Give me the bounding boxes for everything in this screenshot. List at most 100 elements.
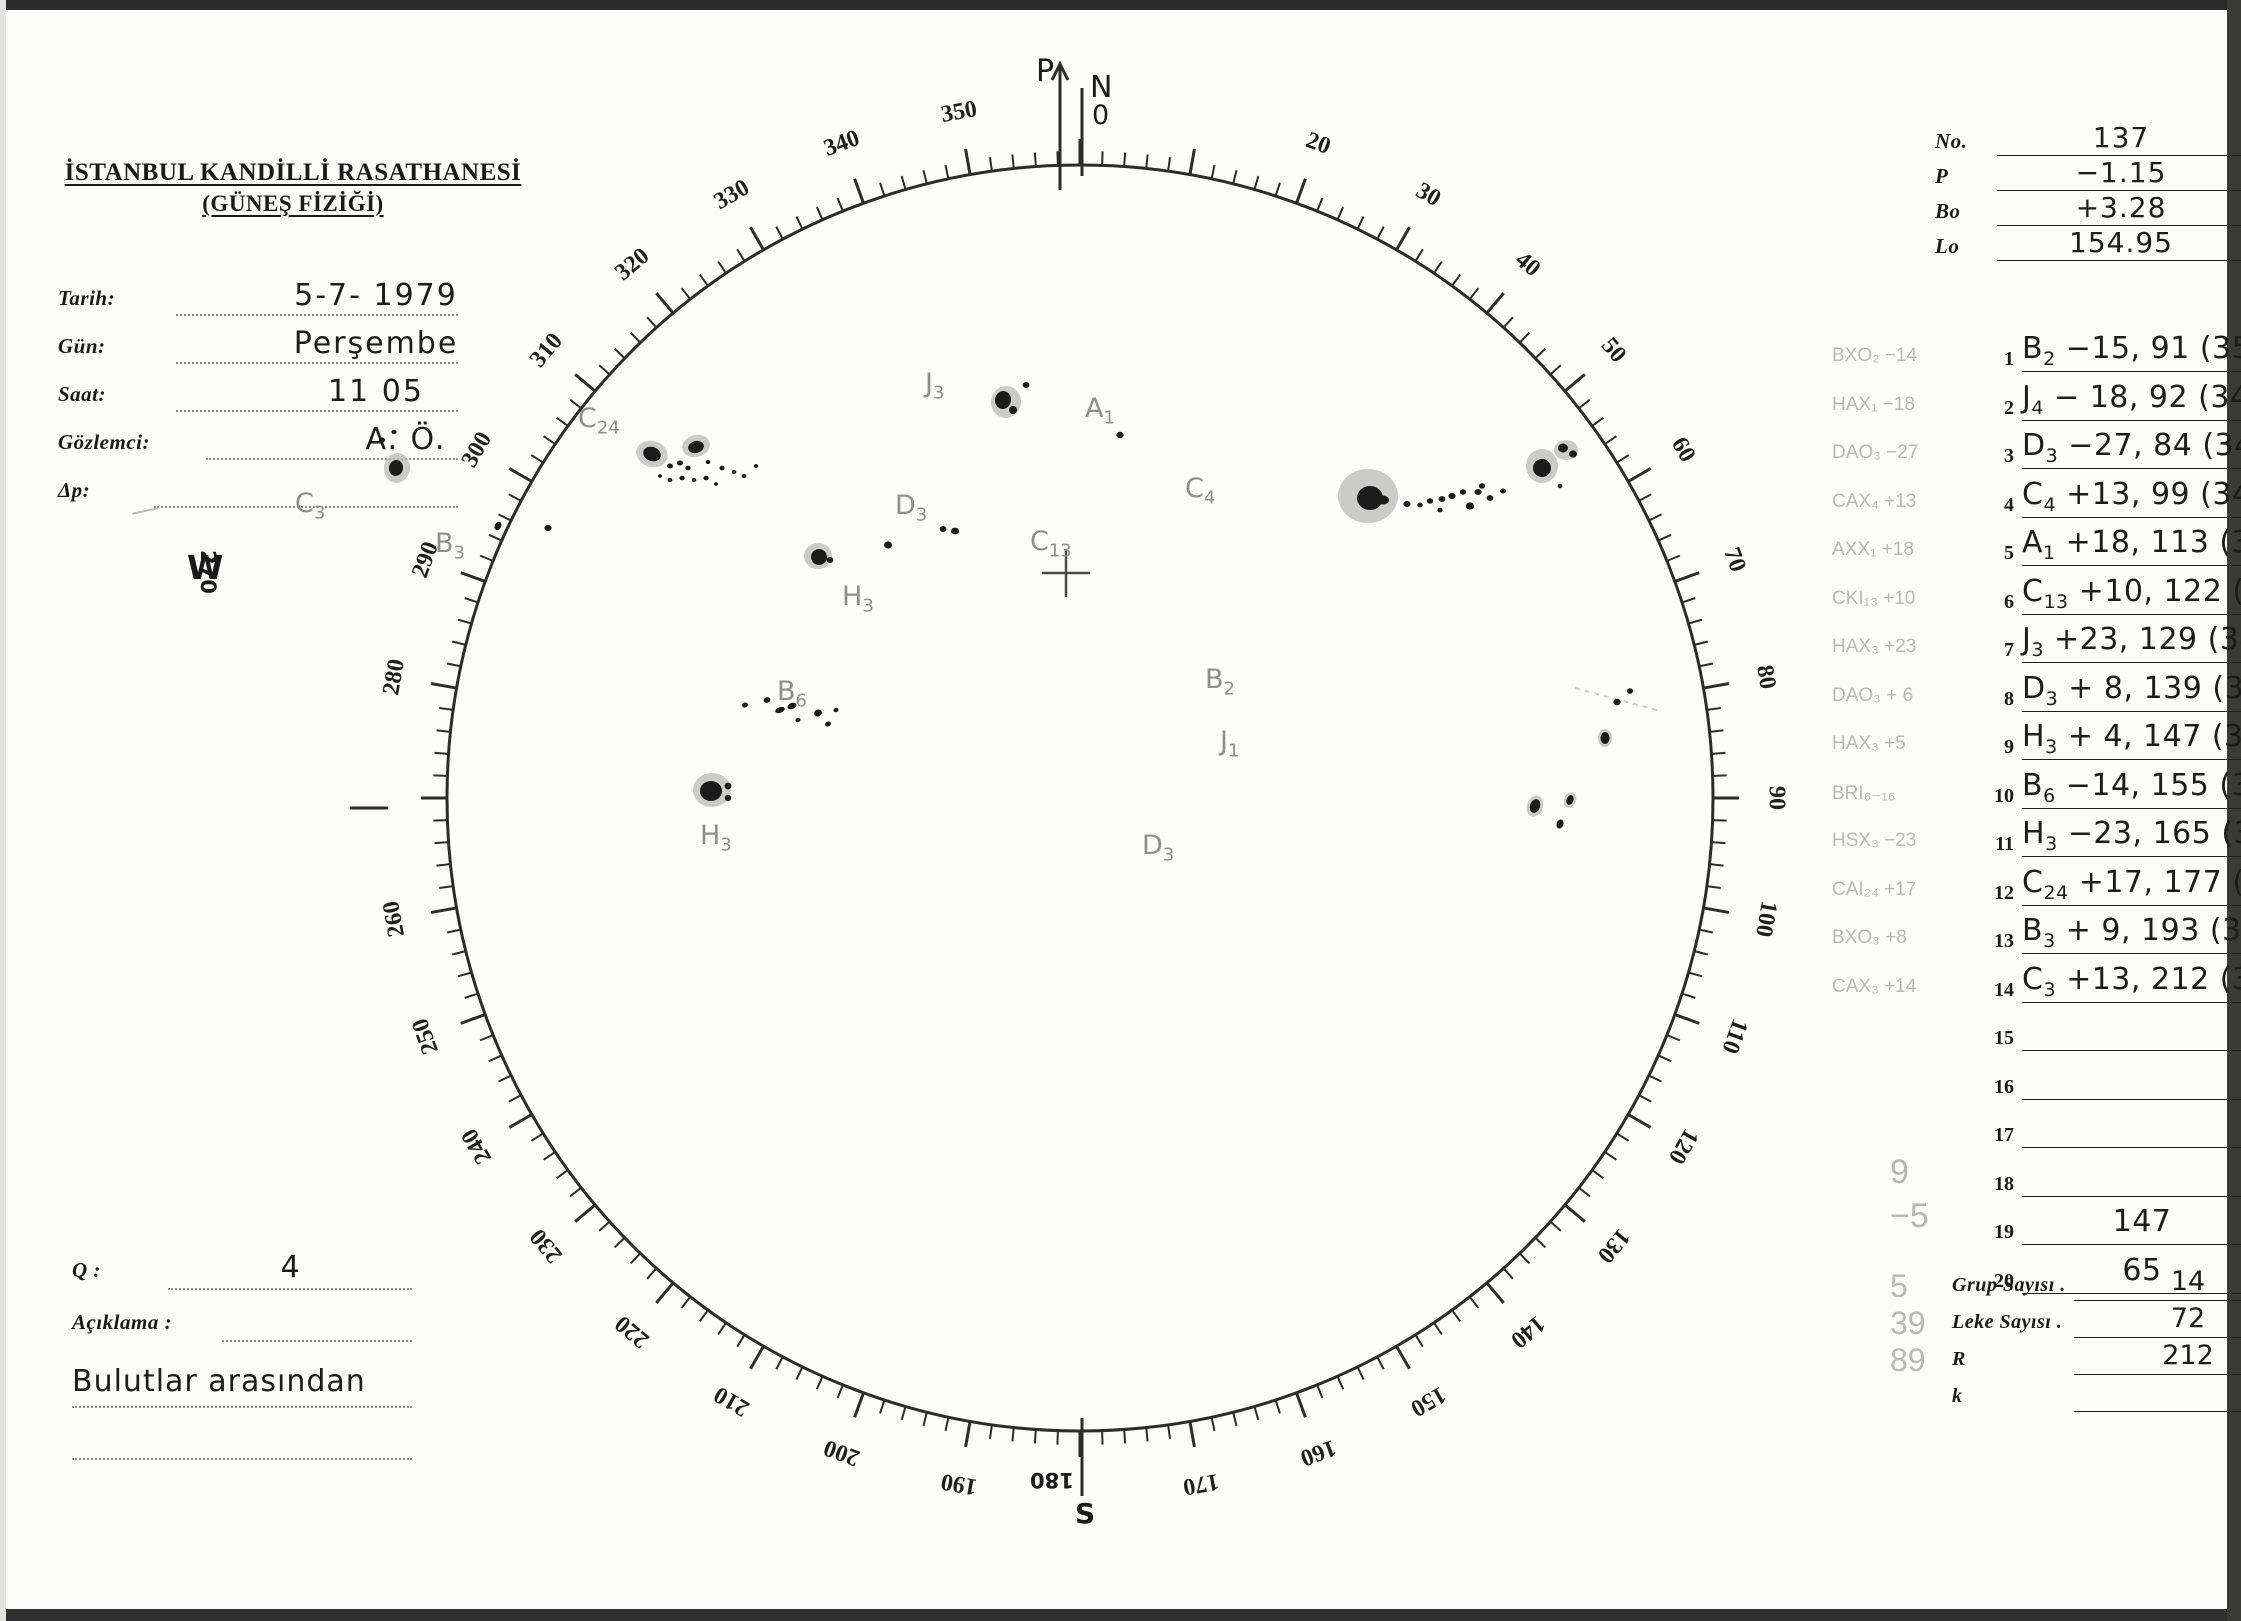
group-measurement[interactable]: C3 +13, 212 (324) <box>2022 961 2241 1001</box>
group-row-number: 19 <box>1994 1221 2014 1243</box>
group-row[interactable]: 15 <box>1832 1014 2241 1063</box>
group-row-line <box>2022 1195 2241 1197</box>
limb-tick <box>698 273 709 287</box>
sunspot-umbra <box>753 464 759 468</box>
group-row-line <box>2022 565 2241 566</box>
aciklama-value[interactable]: Bulutlar arasından <box>72 1364 366 1399</box>
summary-row[interactable]: 89 R 212 <box>1890 1340 2241 1381</box>
group-measurement[interactable]: D3 −27, 84 (348) <box>2022 428 2241 467</box>
group-row[interactable]: HSX₃ −23 11 H3 −23, 165 (331) <box>1832 816 2241 869</box>
group-measurement[interactable]: C24 +17, 177 (332) <box>2022 864 2241 904</box>
group-row[interactable]: CAX₄ +13 4 C4 +13, 99 (343) <box>1832 477 2241 530</box>
group-measurement[interactable]: J3 +23, 129 (341) <box>2022 622 2241 661</box>
gun-value[interactable]: Perşembe <box>293 326 459 361</box>
limb-tick <box>613 347 626 360</box>
limb-tick <box>1709 729 1724 733</box>
group-measurement[interactable]: B3 + 9, 193 (346) <box>2022 913 2241 952</box>
group-row[interactable]: 20 65 <box>1832 1253 2241 1306</box>
group-row[interactable]: HAX₃ +5 9 H3 + 4, 147 (338) <box>1832 719 2241 772</box>
summary-value[interactable]: 14 <box>2170 1266 2206 1297</box>
group-label-d3: D3 <box>895 490 928 526</box>
group-measurement[interactable]: B2 −15, 91 (350) <box>2022 331 2241 370</box>
limb-tick <box>944 1416 950 1432</box>
summary-row[interactable]: 39 Leke Sayısı . 72 <box>1890 1303 2241 1344</box>
group-measurement[interactable]: C13 +10, 122 (340) <box>2022 573 2241 613</box>
bo-fieldline <box>1997 225 2241 226</box>
group-row[interactable]: CAI₂₄ +17 12 C24 +17, 177 (332) <box>1832 865 2241 918</box>
group-row[interactable]: BXO₂ −14 1 B2 −15, 91 (350) <box>1832 331 2241 384</box>
gozlemci-value[interactable]: A. Ö. <box>365 422 447 457</box>
summary-value[interactable]: 72 <box>2170 1303 2206 1334</box>
limb-tick <box>655 1281 675 1304</box>
limb-tick <box>434 751 449 755</box>
group-measurement[interactable]: A1 +18, 113 (351) <box>2022 525 2241 564</box>
gozlemci-fieldline <box>206 458 458 460</box>
scan-edge-right <box>2227 0 2241 1621</box>
limb-tick <box>879 182 886 197</box>
no-value[interactable]: 137 <box>2092 121 2150 154</box>
group-measurement[interactable]: C4 +13, 99 (343) <box>2022 476 2241 516</box>
group-row-number: 15 <box>1994 1027 2014 1049</box>
group-measurement[interactable]: D3 + 8, 139 (344) <box>2022 670 2241 710</box>
group-row[interactable]: CAX₃ +14 14 C3 +13, 212 (324) <box>1832 962 2241 1015</box>
group-row[interactable]: BXO₃ +8 13 B3 + 9, 193 (346) <box>1832 913 2241 966</box>
aciklama-underline-2 <box>72 1458 412 1460</box>
group-row[interactable]: 19 147 <box>1832 1204 2241 1257</box>
limb-tick <box>1167 157 1172 172</box>
group-row-line <box>2022 856 2241 857</box>
q-value[interactable]: 4 <box>280 1250 300 1285</box>
group-row[interactable]: AXX₁ +18 5 A1 +18, 113 (351) <box>1832 525 2241 578</box>
group-row-number: 5 <box>2004 542 2014 564</box>
limb-tick <box>964 148 972 175</box>
limb-tick <box>479 554 494 562</box>
tarih-value[interactable]: 5-7- 1979 <box>294 278 458 313</box>
observation-form: Tarih: 5-7- 1979 Gün: Perşembe Saat: 11 … <box>58 278 458 518</box>
limb-tick <box>1316 197 1324 212</box>
group-measurement[interactable]: J4 − 18, 92 (347) <box>2022 379 2241 419</box>
group-row[interactable]: DAO₃ −27 3 D3 −27, 84 (348) <box>1832 428 2241 481</box>
limb-tick <box>1123 1429 1127 1444</box>
limb-degree-label: 100 <box>1750 899 1782 939</box>
limb-tick <box>655 292 675 315</box>
group-measurement[interactable]: H3 + 4, 147 (338) <box>2022 719 2241 758</box>
group-row-line <box>2022 371 2241 372</box>
solar-disk-drawing: 20 30 40 50 60 70 80 90 100 110 120 130 140 150 160 170… <box>187 48 1830 1548</box>
limb-tick <box>508 467 533 483</box>
group-measurement[interactable]: 147 <box>2112 1204 2172 1239</box>
bo-value[interactable]: +3.28 <box>2075 191 2167 224</box>
sunspot-umbra <box>951 527 959 535</box>
group-row[interactable]: HAX₁ −18 2 J4 − 18, 92 (347) <box>1832 380 2241 433</box>
group-row-line <box>2022 953 2241 954</box>
group-measurement[interactable]: B6 −14, 155 (342) <box>2022 767 2241 807</box>
sunspot-umbra <box>1448 492 1456 500</box>
limb-tick <box>1395 226 1411 251</box>
summary-row[interactable]: k <box>1952 1381 2241 1418</box>
limb-tick <box>1336 206 1345 221</box>
south-marker-label: S <box>1075 1497 1096 1530</box>
pencil-note-19: 9 <box>1890 1153 1909 1191</box>
lo-value[interactable]: 154.95 <box>2069 226 2173 259</box>
sunspot-umbra <box>667 463 673 469</box>
group-row[interactable]: CKI₁₃ +10 6 C13 +10, 122 (340) <box>1832 574 2241 627</box>
sunspot-umbra <box>787 702 797 710</box>
group-row[interactable]: 16 <box>1832 1063 2241 1112</box>
group-row[interactable]: 18 <box>1832 1160 2241 1209</box>
p-value[interactable]: −1.15 <box>2075 156 2167 189</box>
summary-row[interactable]: 5 Grup Sayısı . 14 <box>1890 1266 2241 1307</box>
limb-tick <box>436 863 451 867</box>
limb-tick <box>1011 154 1015 169</box>
limb-tick <box>1232 1411 1238 1427</box>
group-row[interactable]: BRI₆₋₁₆ 10 B6 −14, 155 (342) <box>1832 768 2241 821</box>
group-measurement[interactable]: 65 <box>2122 1252 2162 1288</box>
group-row[interactable]: 17 <box>1832 1111 2241 1160</box>
group-measurement[interactable]: H3 −23, 165 (331) <box>2022 816 2241 855</box>
limb-tick <box>1681 597 1696 604</box>
sunspot-marks <box>379 382 1633 829</box>
saat-value[interactable]: 11 05 <box>328 374 424 409</box>
limb-tick <box>1693 640 1709 646</box>
limb-tick <box>1604 435 1617 445</box>
group-row[interactable]: HAX₃ +23 7 J3 +23, 129 (341) <box>1832 622 2241 675</box>
group-row[interactable]: DAO₃ + 6 8 D3 + 8, 139 (344) <box>1832 671 2241 724</box>
summary-value[interactable]: 212 <box>2162 1340 2214 1371</box>
limb-tick <box>795 216 804 230</box>
